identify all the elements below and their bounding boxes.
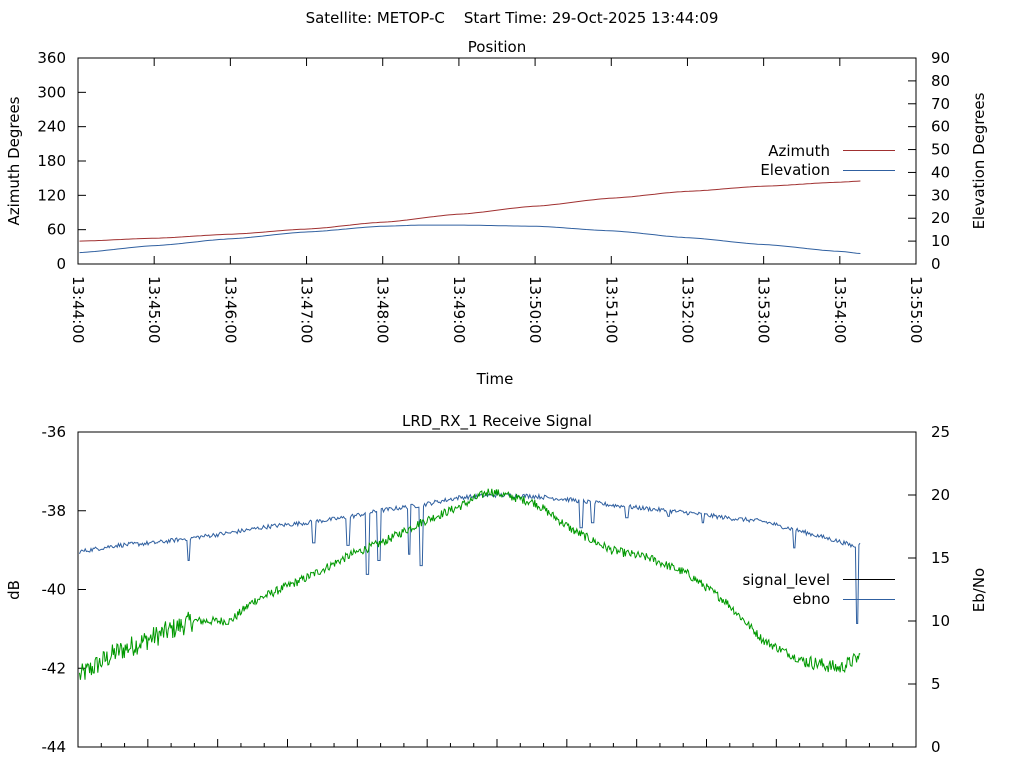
time-axis-label: Time [476,370,514,388]
position-chart: Position 0 60 120 180 240 300 360 0 10 20 30 40 50 6… [5,38,988,388]
time-tick-label: 13:44:00 [69,276,87,343]
elevation-tick-label: 10 [931,232,950,250]
elevation-series-line [79,224,861,254]
ebno-series-line [79,492,861,624]
ebno-tick-label: 20 [931,486,950,504]
time-tick-label: 13:55:00 [907,276,925,343]
azimuth-axis-label: Azimuth Degrees [5,96,23,225]
db-tick-label: -38 [42,502,67,520]
legend-ebno-label: ebno [793,590,830,608]
time-tick-label: 13:54:00 [831,276,849,343]
elevation-axis-label: Elevation Degrees [970,92,988,229]
ebno-tick-label: 5 [931,675,941,693]
time-tick-label: 13:47:00 [298,276,316,343]
elevation-tick-label: 20 [931,209,950,227]
legend-signal-level-label: signal_level [742,571,830,590]
ebno-tick-label: 0 [931,738,941,756]
ebno-axis-label: Eb/No [970,568,988,612]
elevation-tick-label: 30 [931,186,950,204]
elevation-axis-tick-labels: 0 10 20 30 40 50 60 70 80 90 [931,49,950,273]
signal-title: LRD_RX_1 Receive Signal [402,412,592,431]
signal-level-series-line [79,488,861,680]
signal-axis-ticks [77,431,917,748]
azimuth-tick-label: 180 [37,152,66,170]
position-legend: Azimuth Elevation [760,142,895,179]
db-tick-label: -42 [42,659,67,677]
ebno-tick-label: 10 [931,612,950,630]
db-axis-label: dB [5,580,23,600]
azimuth-tick-label: 300 [37,83,66,101]
azimuth-axis-tick-labels: 0 60 120 180 240 300 360 [37,49,66,273]
time-tick-label: 13:46:00 [221,276,239,343]
signal-chart: LRD_RX_1 Receive Signal -36-38-40-42-44 … [5,412,988,756]
time-tick-label: 13:48:00 [374,276,392,343]
elevation-tick-label: 0 [931,255,941,273]
ebno-tick-label: 15 [931,549,950,567]
elevation-tick-label: 90 [931,49,950,67]
time-tick-label: 13:45:00 [145,276,163,343]
time-tick-label: 13:49:00 [450,276,468,343]
db-tick-label: -36 [42,423,67,441]
db-tick-label: -44 [42,738,67,756]
azimuth-series-line [79,180,861,242]
legend-azimuth-label: Azimuth [768,142,830,160]
position-title: Position [468,38,526,56]
position-axis-ticks [77,57,917,265]
legend-elevation-label: Elevation [760,161,830,179]
time-tick-label: 13:51:00 [602,276,620,343]
elevation-tick-label: 70 [931,95,950,113]
azimuth-tick-label: 360 [37,49,66,67]
elevation-tick-label: 50 [931,141,950,159]
signal-legend: signal_level ebno [742,571,895,608]
elevation-tick-label: 60 [931,118,950,136]
time-tick-label: 13:50:00 [526,276,544,343]
azimuth-tick-label: 60 [47,221,66,239]
azimuth-tick-label: 240 [37,118,66,136]
db-tick-label: -40 [42,581,67,599]
elevation-tick-label: 40 [931,163,950,181]
time-tick-label: 13:53:00 [755,276,773,343]
figure-title: Satellite: METOP-C Start Time: 29-Oct-20… [306,9,719,27]
elevation-tick-label: 80 [931,72,950,90]
azimuth-tick-label: 0 [56,255,66,273]
ebno-tick-label: 25 [931,423,950,441]
db-axis-tick-labels: -36 -38 -40 -42 -44 [42,423,67,756]
ebno-axis-tick-labels: 0 5 10 15 20 25 [931,423,950,756]
signal-plot-area [77,431,917,748]
time-tick-label: 13:52:00 [678,276,696,343]
azimuth-tick-label: 120 [37,186,66,204]
time-axis-tick-labels: 13:44:00 13:45:00 13:46:00 13:47:00 13:48:00… [69,276,925,343]
